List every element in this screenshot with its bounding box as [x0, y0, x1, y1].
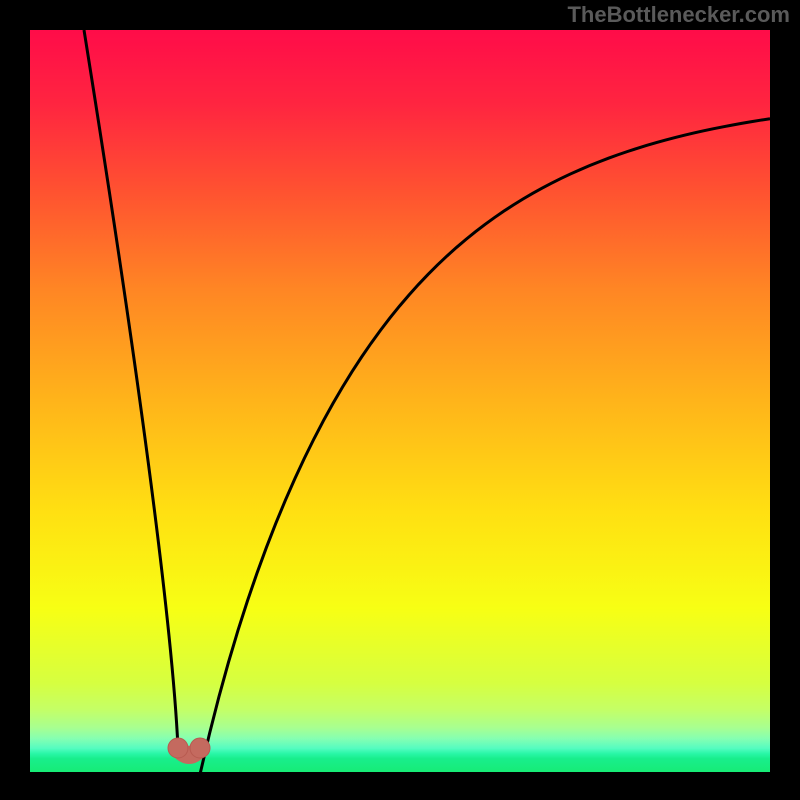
- chart-container: TheBottlenecker.com: [0, 0, 800, 800]
- curve-svg: [30, 30, 770, 772]
- bottleneck-curve-right: [200, 119, 770, 775]
- plot-area: [30, 30, 770, 772]
- bottleneck-curve-left: [84, 30, 178, 748]
- watermark-text: TheBottlenecker.com: [567, 2, 790, 28]
- marker-right: [190, 738, 210, 758]
- marker-left: [168, 738, 188, 758]
